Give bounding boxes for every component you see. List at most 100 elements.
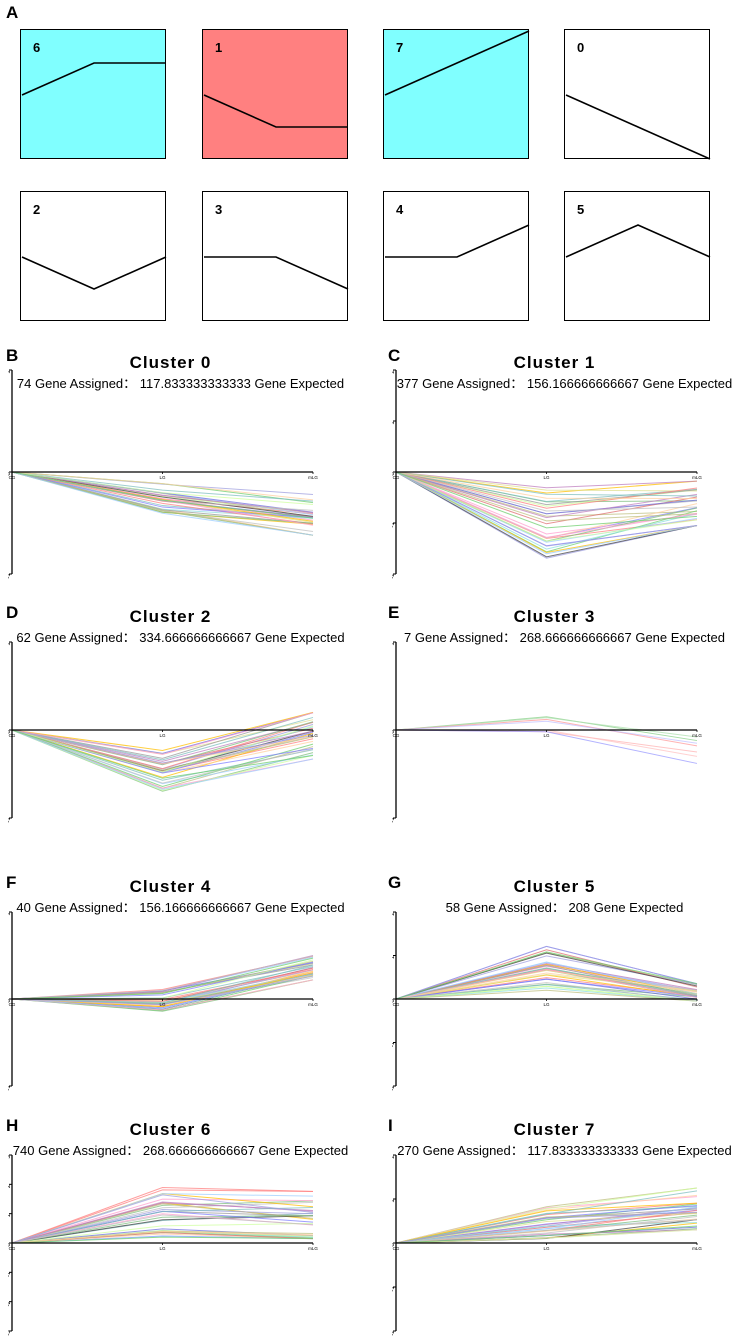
profile-line-svg bbox=[384, 30, 530, 96]
profile-line-svg bbox=[565, 94, 711, 160]
profile-line bbox=[204, 256, 349, 290]
profile-line-svg bbox=[203, 94, 348, 128]
cluster-subtitle: 270 Gene Assigned： 117.833333333333 Gene… bbox=[397, 1143, 732, 1158]
gene-series-line bbox=[395, 1225, 698, 1244]
gene-series-line bbox=[395, 471, 698, 519]
x-tick-label: CG bbox=[9, 733, 16, 738]
gene-series-line bbox=[395, 985, 698, 1002]
gene-series-line bbox=[11, 712, 314, 759]
y-tick-label: 1 bbox=[392, 1199, 396, 1203]
panel-letter-c: C bbox=[388, 346, 401, 365]
panel-letter-i: I bbox=[388, 1116, 393, 1135]
gene-series-line bbox=[395, 471, 698, 547]
panel-letter-h: H bbox=[6, 1116, 19, 1135]
panel-letter-b: B bbox=[6, 346, 19, 365]
gene-series-line bbox=[395, 471, 698, 522]
cluster-subtitle: 62 Gene Assigned： 334.666666666667 Gene … bbox=[16, 630, 345, 645]
gene-series-line bbox=[11, 471, 314, 501]
profile-line bbox=[203, 94, 348, 128]
profile-line-svg bbox=[21, 256, 167, 290]
gene-series-line bbox=[395, 471, 698, 555]
cluster-subtitle: 40 Gene Assigned： 156.166666666667 Gene … bbox=[16, 900, 345, 915]
gene-series-line bbox=[11, 1194, 314, 1244]
cluster-chart-i: -2 -1 0 1 2 CG LG mLG bbox=[392, 1154, 702, 1336]
x-tick-label: LG bbox=[159, 1246, 166, 1251]
cluster-title: Cluster 2 bbox=[129, 607, 212, 626]
y-tick-label: 1 bbox=[392, 955, 396, 959]
gene-series-line bbox=[11, 729, 314, 779]
gene-series-line bbox=[395, 1219, 698, 1244]
gene-series-line bbox=[11, 975, 314, 1006]
x-tick-label: mLG bbox=[308, 733, 318, 738]
x-tick-label: mLG bbox=[308, 1246, 318, 1251]
x-tick-label: CG bbox=[393, 1246, 400, 1251]
y-tick-label: 0 bbox=[8, 730, 12, 734]
x-tick-label: mLG bbox=[692, 475, 702, 480]
gene-series-line bbox=[395, 471, 698, 538]
gene-series-line bbox=[11, 1208, 314, 1244]
gene-series-line bbox=[395, 970, 698, 1000]
y-tick-label: 0 bbox=[392, 730, 396, 734]
profile-box-5: 5 bbox=[564, 191, 711, 321]
gene-series-line bbox=[11, 1236, 314, 1244]
x-tick-label: LG bbox=[543, 1002, 550, 1007]
y-tick-label: 0 bbox=[8, 1243, 12, 1247]
x-tick-label: mLG bbox=[692, 1002, 702, 1007]
x-tick-label: CG bbox=[393, 475, 400, 480]
gene-series-line bbox=[395, 471, 698, 542]
gene-series-line bbox=[11, 1201, 314, 1244]
y-tick-label: -1 bbox=[8, 817, 12, 823]
gene-series-line bbox=[11, 1222, 314, 1244]
x-tick-label: LG bbox=[159, 1002, 166, 1007]
gene-series-line bbox=[395, 1211, 698, 1244]
gene-series-line bbox=[11, 1186, 314, 1244]
y-tick-label: 2 bbox=[392, 1155, 396, 1159]
y-tick-label: -1 bbox=[8, 573, 12, 579]
gene-series-line bbox=[11, 716, 314, 761]
cluster-title: Cluster 0 bbox=[129, 353, 212, 372]
y-tick-label: 1 bbox=[8, 370, 12, 374]
cluster-title: Cluster 7 bbox=[513, 1120, 596, 1139]
profile-box-7: 7 bbox=[383, 29, 530, 159]
gene-series-line bbox=[395, 718, 698, 747]
gene-series-line bbox=[11, 1198, 314, 1244]
gene-series-line bbox=[395, 471, 698, 558]
x-tick-label: LG bbox=[159, 733, 166, 738]
panel-letter-d: D bbox=[6, 603, 19, 622]
gene-series-line bbox=[11, 471, 314, 519]
profile-id-label: 4 bbox=[396, 202, 404, 217]
y-tick-label: 0 bbox=[8, 472, 12, 476]
y-tick-label: -2 bbox=[8, 1300, 12, 1306]
y-tick-label: -1 bbox=[8, 1085, 12, 1091]
x-tick-label: mLG bbox=[308, 475, 318, 480]
profile-id-label: 7 bbox=[396, 40, 404, 55]
y-tick-label: -2 bbox=[392, 573, 396, 579]
cluster-title: Cluster 3 bbox=[513, 607, 596, 626]
profile-id-label: 5 bbox=[577, 202, 585, 217]
gene-series-line bbox=[11, 729, 314, 784]
x-tick-label: CG bbox=[9, 1002, 16, 1007]
gene-series-line bbox=[395, 1202, 698, 1244]
profile-line bbox=[565, 224, 711, 258]
profile-box-2: 2 bbox=[20, 191, 167, 321]
cluster-subtitle: 7 Gene Assigned： 268.666666666667 Gene E… bbox=[404, 630, 725, 645]
gene-series-line bbox=[11, 1230, 314, 1244]
gene-series-line bbox=[395, 471, 698, 489]
y-tick-label: 2 bbox=[392, 912, 396, 916]
gene-series-line bbox=[11, 729, 314, 764]
gene-series-line bbox=[395, 471, 698, 512]
gene-series-line bbox=[395, 951, 698, 1000]
x-tick-label: CG bbox=[9, 475, 16, 480]
profile-id-label: 6 bbox=[33, 40, 41, 55]
y-tick-label: 2 bbox=[392, 370, 396, 374]
y-tick-label: 1 bbox=[392, 421, 396, 425]
cluster-chart-e: -1 0 1 CG LG mLG bbox=[392, 641, 702, 823]
x-tick-label: CG bbox=[393, 733, 400, 738]
cluster-subtitle: 377 Gene Assigned： 156.166666666667 Gene… bbox=[396, 376, 733, 391]
panel-letter-e: E bbox=[388, 603, 400, 622]
gene-series-line bbox=[395, 945, 698, 1000]
y-tick-label: 0 bbox=[392, 999, 396, 1003]
gene-series-line bbox=[11, 711, 314, 752]
cluster-title: Cluster 4 bbox=[129, 877, 212, 896]
profile-line bbox=[21, 62, 166, 96]
